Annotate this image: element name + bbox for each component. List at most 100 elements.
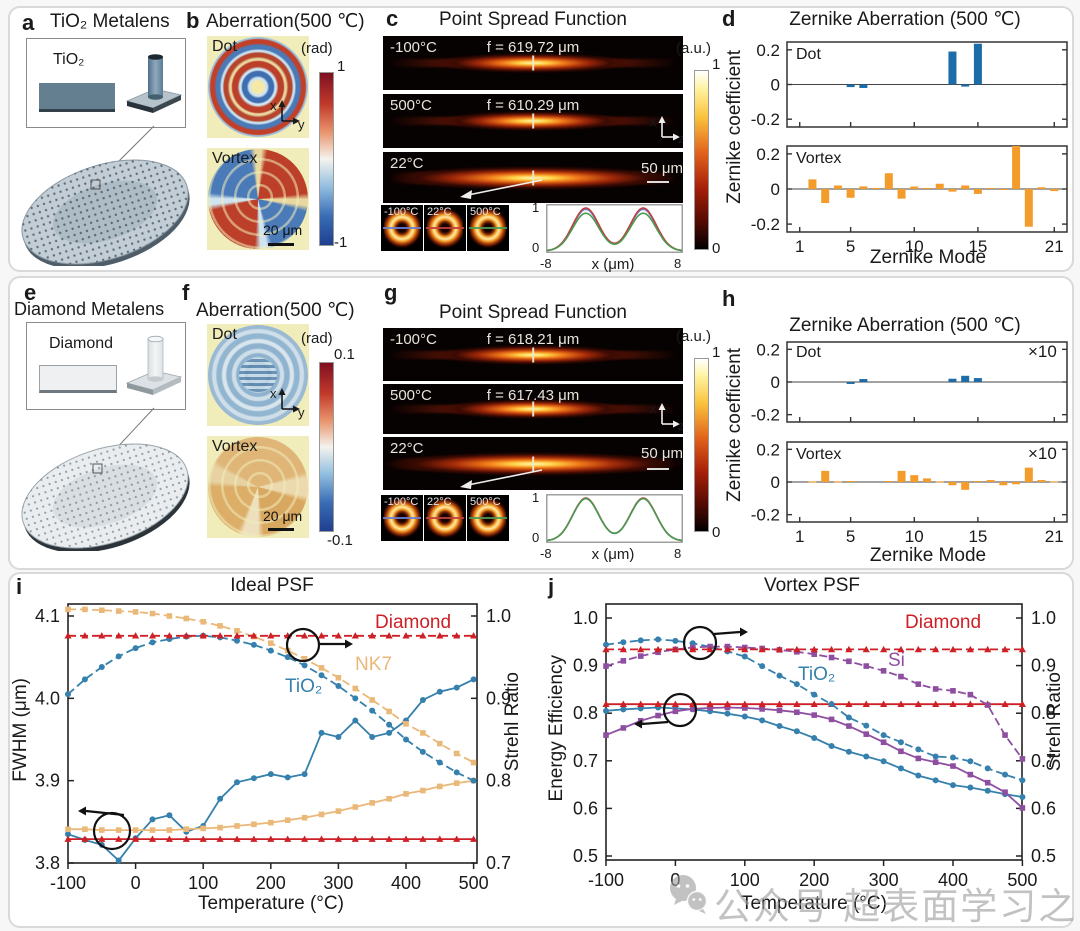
profile-curve-22°C	[546, 207, 683, 252]
donut-psf-m100C: -100°C	[381, 495, 423, 541]
svg-text:100: 100	[730, 870, 760, 890]
svg-text:0.2: 0.2	[756, 440, 780, 459]
legend-diamond: Diamond	[905, 612, 982, 633]
svg-text:1.0: 1.0	[486, 606, 511, 626]
profile-xlabel: x (μm)	[591, 256, 635, 273]
zernike-bar-mode-13	[948, 482, 957, 486]
legend-nk7: NK7	[355, 654, 392, 675]
line-chart-ideal_psf: -100 0 100 200 300 400 500 4.1 4.0 3.9 3.8 1.0 0.9 0.…	[35, 603, 511, 893]
svg-text:10: 10	[905, 237, 924, 256]
axis-indicator	[634, 692, 698, 729]
donut-psf-500C: 500°C	[467, 205, 509, 251]
zernike-bar-mode-12	[935, 183, 944, 189]
zernike-bar-mode-14	[961, 482, 970, 490]
subplot-vortex-label: Vortex	[796, 150, 842, 167]
zernike-bar-mode-14	[961, 185, 970, 189]
series-diamond-fwhm	[64, 835, 478, 842]
svg-text:1: 1	[795, 527, 804, 546]
ideal-psf-chart: -100 0 100 200 300 400 500 4.1 4.0 3.9 3.8 1.0 0.9 0.…	[35, 603, 511, 893]
colorbar-max: 0.1	[334, 346, 355, 363]
zernike-bar-mode-18	[1012, 146, 1021, 189]
zernike-bar-mode-20	[1037, 480, 1046, 482]
strip-temp-label: 500°C	[390, 387, 432, 404]
psf-profile-chart-tio2	[546, 204, 683, 253]
zernike-bar-mode-4	[833, 185, 842, 189]
svg-text:-0.2: -0.2	[751, 215, 780, 234]
legend-si: Si	[888, 650, 905, 671]
svg-text:0.8: 0.8	[486, 771, 511, 791]
svg-text:3.8: 3.8	[35, 853, 60, 873]
svg-text:x: x	[650, 401, 657, 416]
svg-text:-100: -100	[588, 870, 624, 890]
axis-indicator	[78, 806, 132, 851]
svg-text:0.2: 0.2	[756, 145, 780, 164]
colorbar-unit: (rad)	[301, 330, 333, 347]
svg-text:1.0: 1.0	[1031, 608, 1056, 628]
svg-text:x: x	[270, 98, 277, 113]
bar-subplot-h_vortex: 0.20-0.21 5 10 15 21	[751, 440, 1068, 546]
strip-temp-label: -100°C	[390, 39, 437, 56]
zernike-bar-mode-17	[999, 189, 1008, 190]
profile-xmin: -8	[540, 546, 552, 561]
panel-h-xlabel: Zernike Mode	[869, 545, 987, 566]
xy-axes-icon: x y	[270, 386, 305, 420]
scalebar-label: 20 μm	[263, 222, 303, 238]
panel-j-title: Vortex PSF	[763, 575, 861, 596]
zernike-bar-mode-13	[948, 189, 957, 192]
donut-temp-label: 500°C	[470, 206, 501, 218]
strip-temp-label: 500°C	[390, 97, 432, 114]
donut-temp-label: -100°C	[384, 206, 419, 218]
zernike-bar-mode-14	[961, 84, 970, 87]
svg-text:0.5: 0.5	[573, 846, 598, 866]
svg-text:0: 0	[771, 180, 780, 199]
zernike-bar-mode-3	[821, 470, 830, 482]
profile-xlabel: x (μm)	[591, 546, 635, 563]
svg-text:0.6: 0.6	[1031, 798, 1056, 818]
zernike-bar-mode-7	[872, 187, 881, 189]
svg-text:0.2: 0.2	[756, 41, 780, 60]
nanopillar-graphic	[125, 54, 183, 113]
zernike-bar-mode-5	[846, 382, 855, 384]
material-label: Diamond	[49, 335, 114, 352]
svg-text:400: 400	[938, 870, 968, 890]
series-nk7-strehl	[65, 606, 477, 766]
profile-curve-500°C	[546, 212, 683, 252]
panel-c-title: Point Spread Function	[438, 9, 628, 30]
panel-j-label: j	[548, 574, 555, 599]
strip-temp-label: -100°C	[390, 331, 437, 348]
profile-ymin: 0	[532, 530, 540, 545]
zernike-bar-mode-15	[973, 43, 982, 85]
zernike-bar-mode-15	[973, 481, 982, 483]
series-nk7-fwhm	[65, 777, 477, 833]
legend-diamond: Diamond	[375, 612, 452, 633]
svg-text:0.9: 0.9	[486, 688, 511, 708]
series-diamond-strehl	[602, 645, 1026, 653]
series-si-energy-efficiency	[603, 704, 1026, 811]
svg-text:0: 0	[771, 473, 780, 492]
svg-text:0.5: 0.5	[1031, 846, 1056, 866]
svg-text:0.9: 0.9	[573, 656, 598, 676]
zernike-bar-mode-9	[897, 189, 906, 199]
zernike-bar-mode-21	[1050, 189, 1059, 192]
zernike-bar-mode-3	[821, 189, 830, 204]
zernike-bar-mode-11	[923, 478, 931, 482]
colorbar-unit: (a.u.)	[676, 328, 712, 345]
svg-text:4.0: 4.0	[35, 688, 60, 708]
multiplier-label: ×10	[1028, 342, 1057, 361]
svg-text:-0.2: -0.2	[751, 506, 780, 525]
zernike-bar-mode-15	[973, 189, 982, 194]
phase-map-dot-label: Dot	[212, 38, 237, 55]
zernike-bar-mode-17	[999, 482, 1008, 486]
svg-text:200: 200	[799, 870, 829, 890]
zernike-bar-mode-19	[1024, 467, 1033, 482]
panel-e-title: Diamond Metalens	[14, 299, 165, 319]
svg-text:x: x	[270, 386, 277, 401]
xy-axes-icon: x y	[270, 98, 305, 132]
svg-text:200: 200	[256, 873, 286, 893]
profile-curve-500°C	[546, 497, 683, 542]
zernike-bar-chart-tio2: 0.20-0.20.20-0.21 5 10 15 21	[751, 41, 1068, 256]
psf-xz-strip-22C: 22°C 50 μm	[383, 152, 683, 203]
panel-b-title: Aberration(500 ℃)	[206, 11, 365, 32]
phase-map-vortex-label: Vortex	[212, 438, 258, 455]
